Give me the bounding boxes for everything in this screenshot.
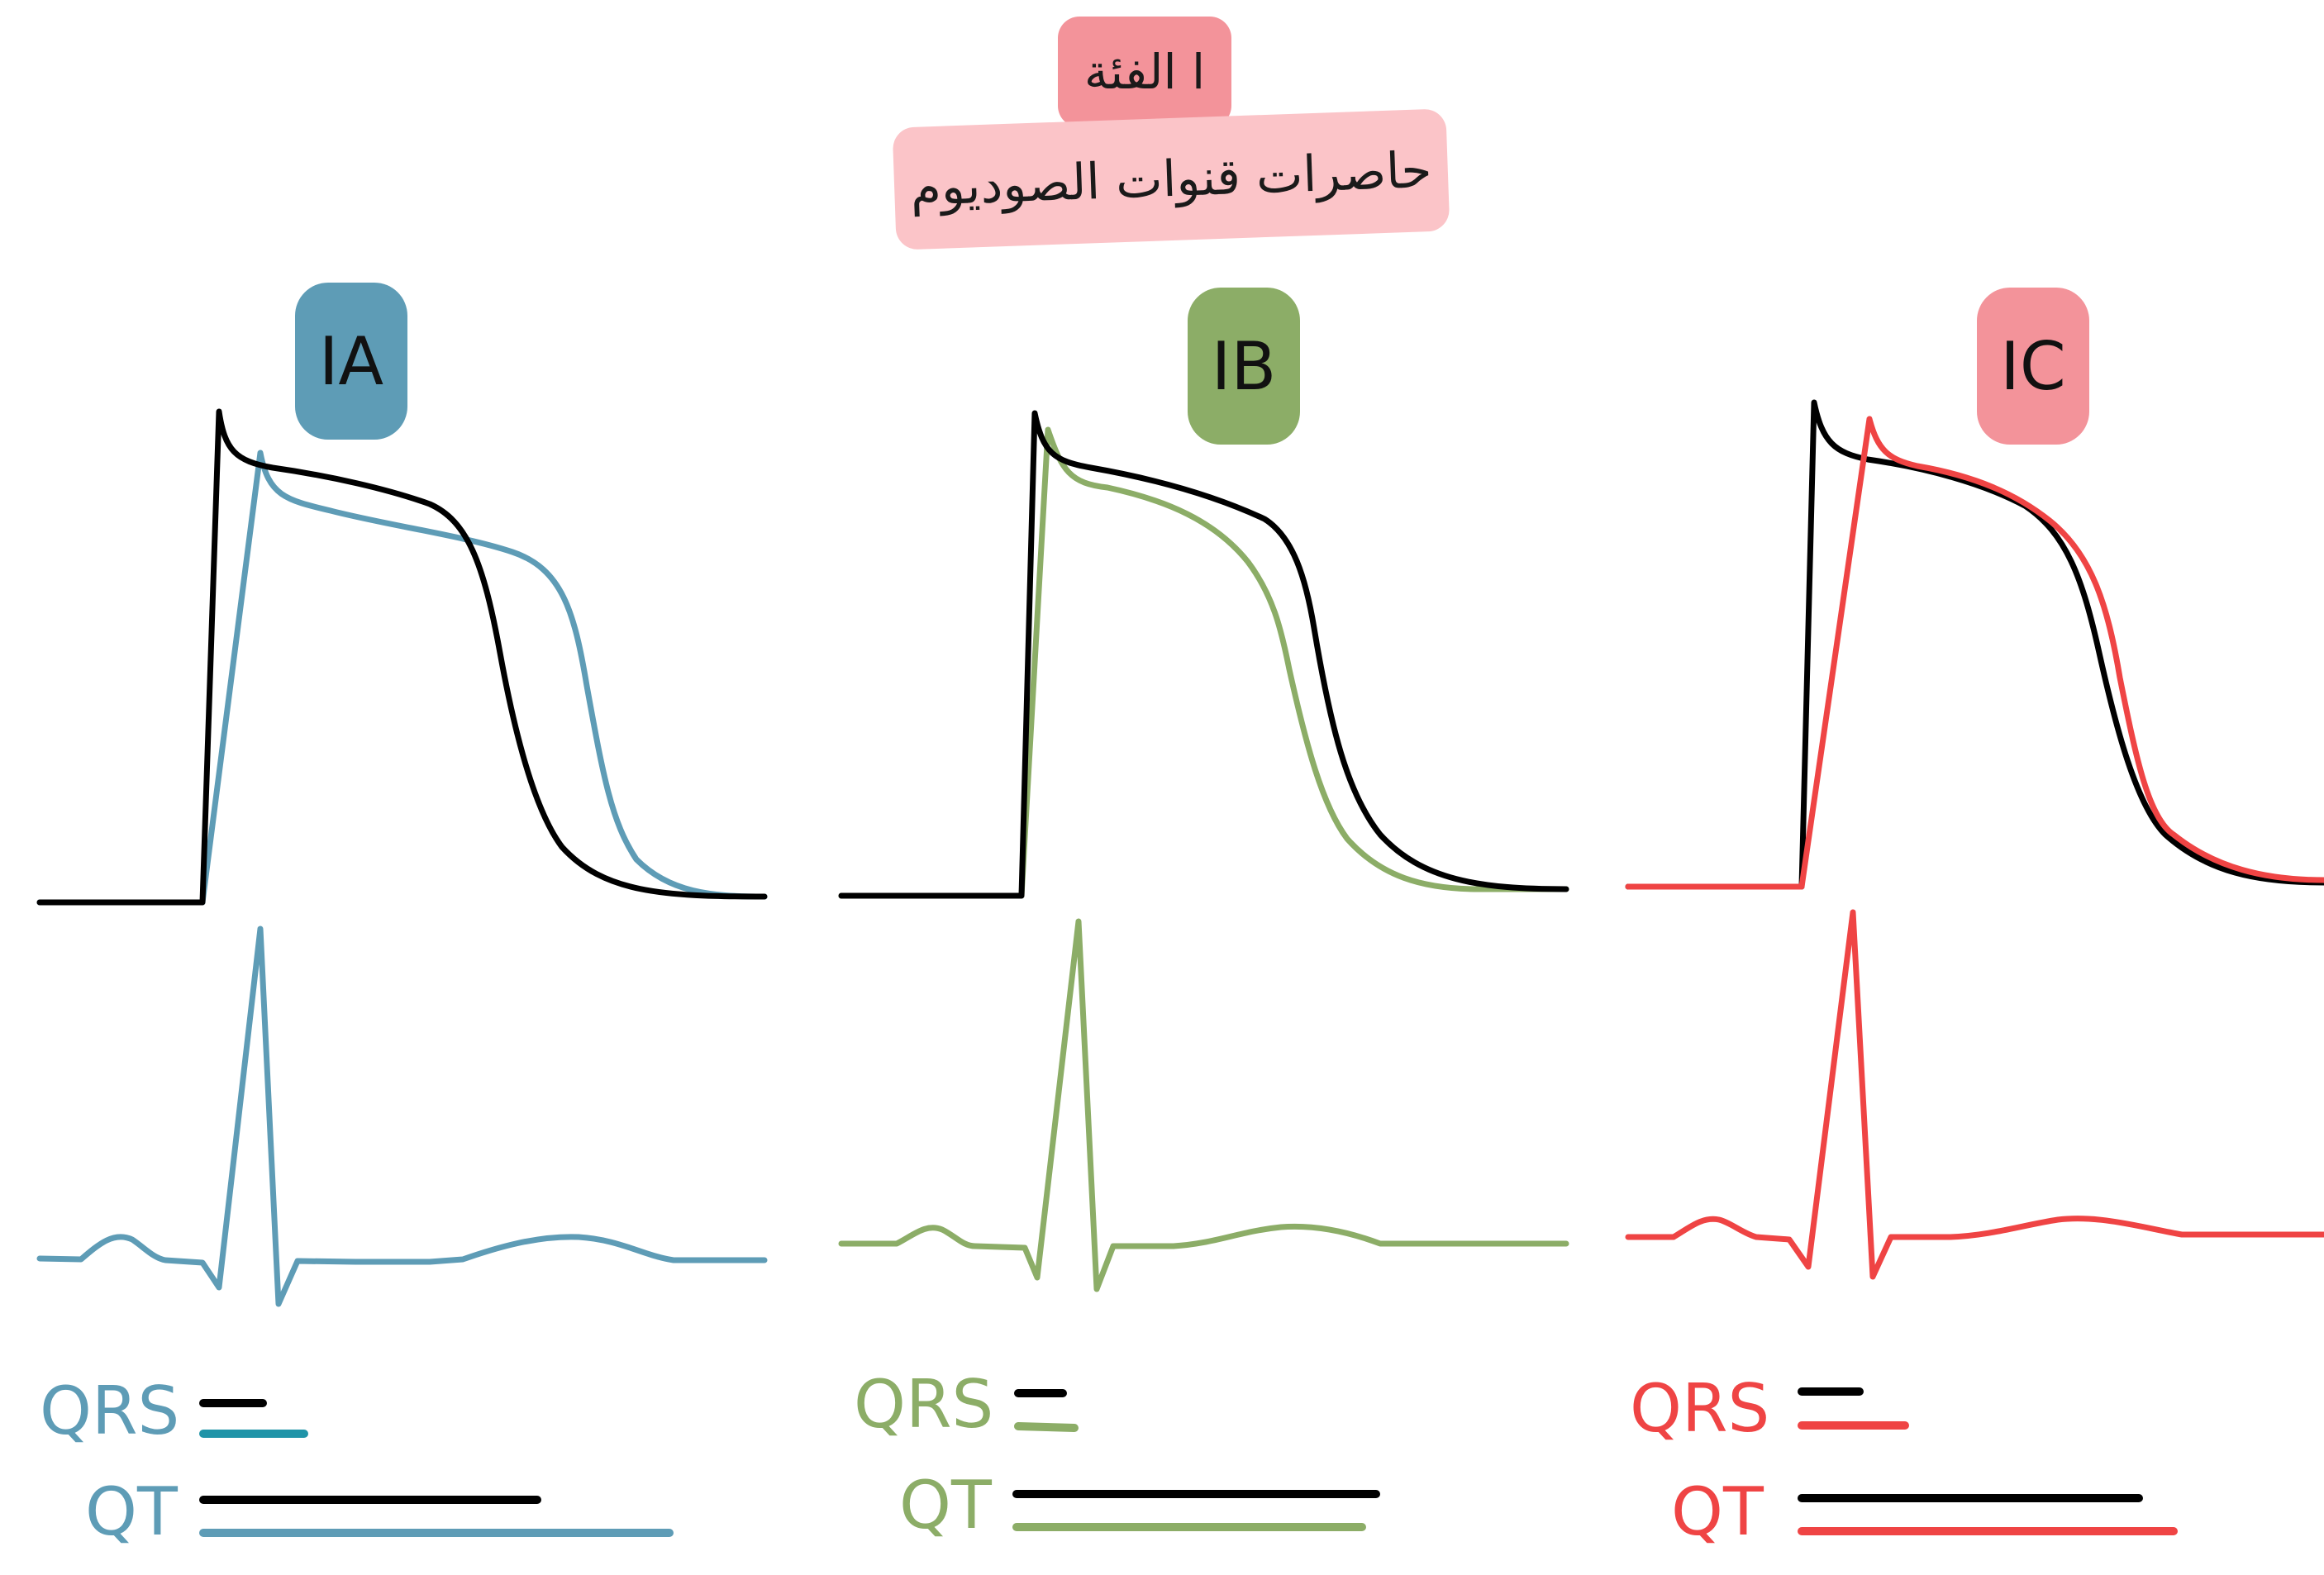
ia-qrs-label: QRS: [40, 1373, 180, 1449]
class-ib-badge: IB: [1188, 288, 1300, 445]
ic-baseline-action-potential: [1625, 399, 2324, 890]
panel-ia: [36, 408, 768, 1307]
panel-ic: [1625, 399, 2324, 1280]
ib-qrs-drug-bar: [1014, 1422, 1079, 1432]
ib-qt-label: QT: [899, 1467, 992, 1544]
ia-qt-label: QT: [85, 1473, 178, 1550]
ib-drug-action-potential: [838, 426, 1569, 899]
ia-ecg: [36, 925, 768, 1307]
panel-ib: [838, 410, 1569, 1292]
ia-drug-action-potential: [36, 450, 768, 906]
ib-ecg: [838, 918, 1569, 1292]
ic-qt-label: QT: [1671, 1473, 1764, 1550]
ia-baseline-action-potential: [36, 408, 768, 906]
ic-ecg: [1625, 909, 2324, 1280]
class-label: ا الفئة: [1058, 17, 1231, 127]
duration-bars: [199, 1387, 2178, 1537]
class-ia-badge: IA: [295, 283, 407, 440]
ic-qrs-label: QRS: [1630, 1370, 1770, 1447]
ib-baseline-action-potential: [838, 410, 1569, 899]
ic-drug-action-potential: [1625, 416, 2324, 890]
class-ic-badge: IC: [1977, 288, 2089, 445]
ib-qrs-label: QRS: [854, 1366, 994, 1443]
